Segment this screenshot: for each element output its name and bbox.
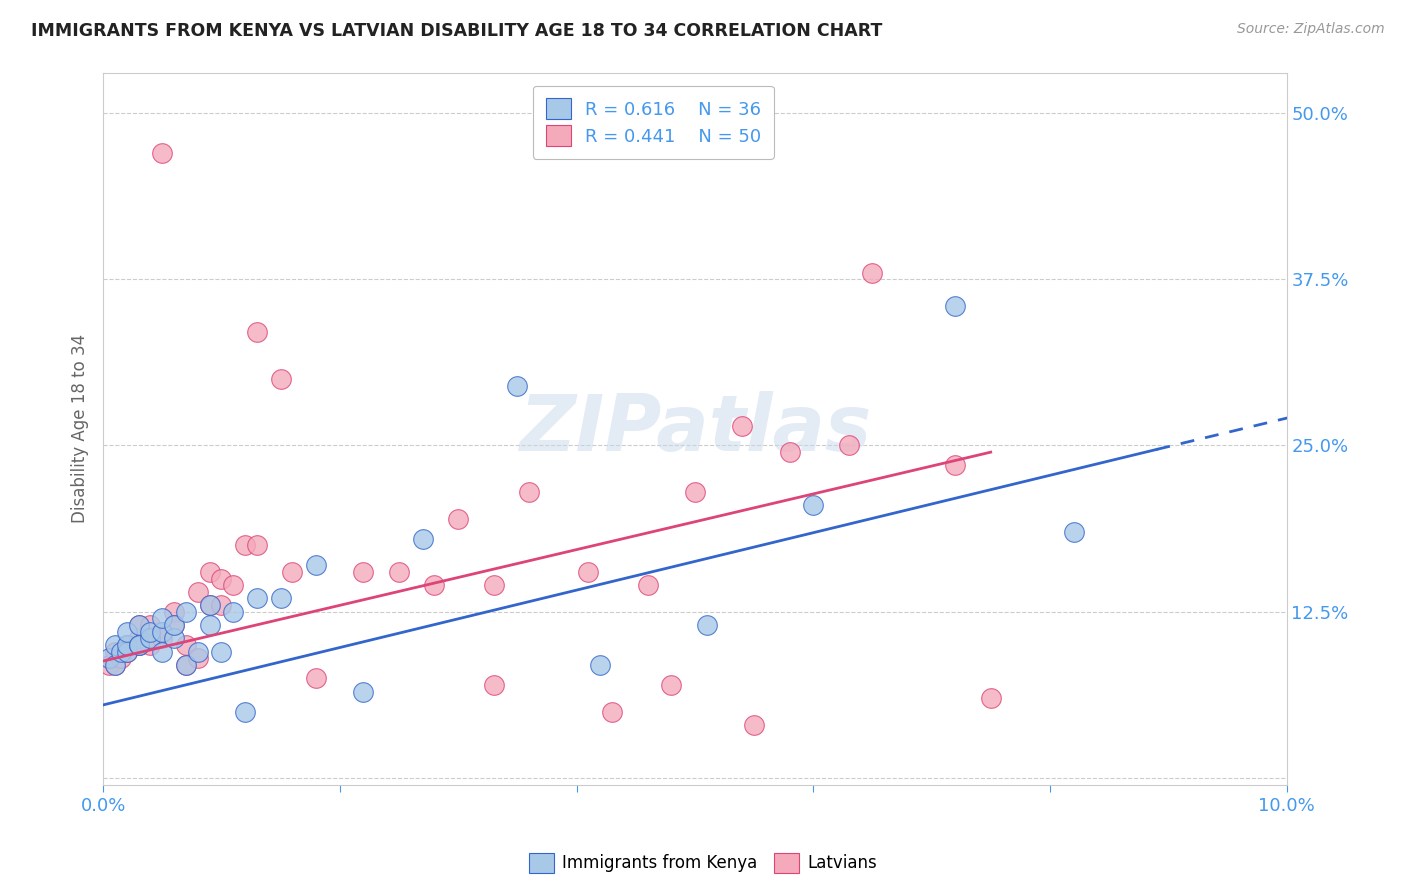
Point	[139, 632, 162, 646]
Point	[115, 624, 138, 639]
Point	[211, 645, 233, 659]
Point	[128, 632, 150, 646]
Point	[1063, 524, 1085, 539]
Point	[163, 618, 186, 632]
Point	[128, 638, 150, 652]
Point	[150, 624, 173, 639]
Legend: R = 0.616    N = 36, R = 0.441    N = 50: R = 0.616 N = 36, R = 0.441 N = 50	[533, 86, 773, 159]
Point	[187, 645, 209, 659]
Point	[115, 645, 138, 659]
Legend: Immigrants from Kenya, Latvians: Immigrants from Kenya, Latvians	[522, 847, 884, 880]
Point	[659, 678, 682, 692]
Point	[860, 266, 883, 280]
Point	[115, 638, 138, 652]
Point	[281, 565, 304, 579]
Point	[233, 705, 256, 719]
Point	[104, 645, 127, 659]
Point	[600, 705, 623, 719]
Point	[742, 718, 765, 732]
Point	[211, 598, 233, 612]
Point	[174, 658, 197, 673]
Point	[174, 605, 197, 619]
Y-axis label: Disability Age 18 to 34: Disability Age 18 to 34	[72, 334, 89, 524]
Text: ZIPatlas: ZIPatlas	[519, 391, 870, 467]
Point	[115, 645, 138, 659]
Point	[128, 638, 150, 652]
Point	[187, 651, 209, 665]
Point	[353, 565, 375, 579]
Point	[128, 618, 150, 632]
Point	[211, 572, 233, 586]
Point	[246, 538, 269, 552]
Point	[943, 299, 966, 313]
Point	[139, 638, 162, 652]
Point	[637, 578, 659, 592]
Point	[104, 658, 127, 673]
Point	[104, 658, 127, 673]
Point	[98, 651, 121, 665]
Point	[270, 372, 292, 386]
Point	[353, 684, 375, 698]
Point	[163, 632, 186, 646]
Point	[198, 565, 221, 579]
Point	[198, 618, 221, 632]
Point	[576, 565, 599, 579]
Point	[128, 618, 150, 632]
Point	[683, 485, 706, 500]
Point	[731, 418, 754, 433]
Point	[779, 445, 801, 459]
Point	[150, 645, 173, 659]
Point	[110, 645, 132, 659]
Point	[222, 578, 245, 592]
Point	[150, 624, 173, 639]
Point	[150, 611, 173, 625]
Point	[246, 591, 269, 606]
Point	[943, 458, 966, 473]
Point	[233, 538, 256, 552]
Point	[174, 638, 197, 652]
Text: IMMIGRANTS FROM KENYA VS LATVIAN DISABILITY AGE 18 TO 34 CORRELATION CHART: IMMIGRANTS FROM KENYA VS LATVIAN DISABIL…	[31, 22, 883, 40]
Point	[423, 578, 446, 592]
Text: Source: ZipAtlas.com: Source: ZipAtlas.com	[1237, 22, 1385, 37]
Point	[198, 598, 221, 612]
Point	[838, 438, 860, 452]
Point	[589, 658, 612, 673]
Point	[305, 558, 328, 573]
Point	[98, 658, 121, 673]
Point	[980, 691, 1002, 706]
Point	[801, 499, 824, 513]
Point	[222, 605, 245, 619]
Point	[388, 565, 411, 579]
Point	[163, 618, 186, 632]
Point	[163, 605, 186, 619]
Point	[412, 532, 434, 546]
Point	[150, 145, 173, 160]
Point	[198, 598, 221, 612]
Point	[128, 638, 150, 652]
Point	[305, 671, 328, 685]
Point	[150, 632, 173, 646]
Point	[246, 326, 269, 340]
Point	[139, 618, 162, 632]
Point	[482, 578, 505, 592]
Point	[139, 624, 162, 639]
Point	[104, 638, 127, 652]
Point	[517, 485, 540, 500]
Point	[447, 511, 470, 525]
Point	[506, 378, 529, 392]
Point	[187, 585, 209, 599]
Point	[110, 651, 132, 665]
Point	[270, 591, 292, 606]
Point	[482, 678, 505, 692]
Point	[696, 618, 718, 632]
Point	[174, 658, 197, 673]
Point	[115, 638, 138, 652]
